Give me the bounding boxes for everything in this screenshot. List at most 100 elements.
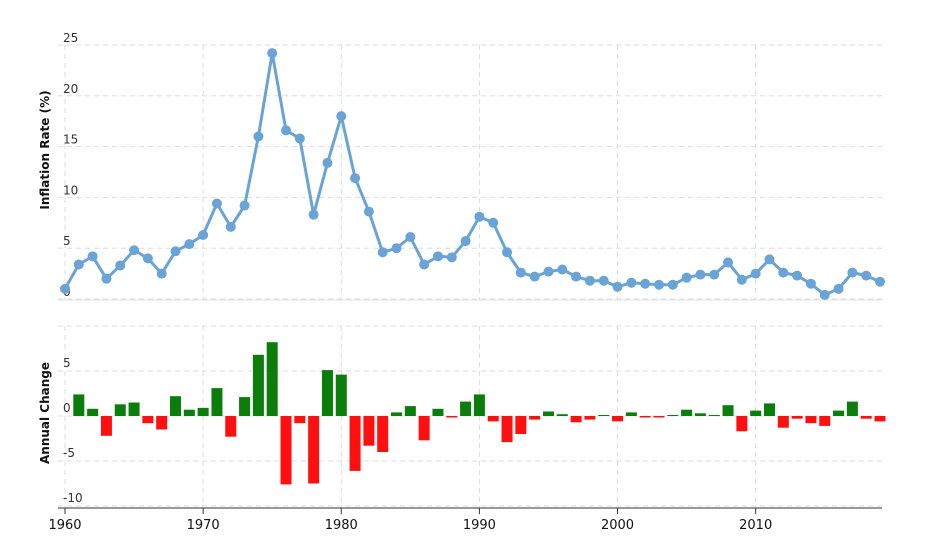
inflation-point <box>474 211 485 222</box>
annual-change-bar <box>225 416 237 437</box>
annual-change-bar <box>529 416 541 420</box>
x-tick-label: 1960 <box>48 518 81 533</box>
annual-change-bars <box>73 342 886 485</box>
annual-change-bar <box>722 405 734 416</box>
annual-change-bar <box>653 416 665 418</box>
inflation-point <box>432 251 443 262</box>
annual-change-bar <box>391 412 403 416</box>
inflation-point <box>156 268 167 279</box>
inflation-point <box>640 278 651 289</box>
inflation-point <box>543 266 554 277</box>
annual-change-bar <box>819 416 831 426</box>
annual-change-bar <box>860 416 872 419</box>
inflation-point <box>819 289 830 300</box>
annual-change-bar <box>501 416 513 443</box>
inflation-point <box>115 260 126 271</box>
inflation-point <box>87 251 98 262</box>
inflation-point <box>336 111 347 122</box>
annual-change-bar <box>694 413 706 416</box>
annual-change-bar <box>432 408 444 416</box>
x-tick-label: 1980 <box>325 518 358 533</box>
annual-change-bar <box>708 415 720 416</box>
annual-change-bar <box>612 416 624 422</box>
top-y-axis-title: Inflation Rate (%) <box>38 90 52 209</box>
inflation-point <box>322 157 333 168</box>
inflation-point <box>833 283 844 294</box>
inflation-point <box>391 243 402 254</box>
inflation-point <box>695 269 706 280</box>
annual-change-bar <box>777 416 789 428</box>
bottom-y-tick-label: -5 <box>63 446 75 460</box>
inflation-point <box>460 236 471 247</box>
inflation-point <box>350 173 361 184</box>
annual-change-bar <box>556 414 568 416</box>
bottom-y-tick-label: -10 <box>63 491 83 505</box>
inflation-point <box>184 239 195 250</box>
inflation-point <box>723 257 734 268</box>
inflation-point <box>571 271 582 282</box>
annual-change-bar <box>87 408 99 416</box>
inflation-point <box>446 252 457 263</box>
annual-change-bar <box>114 404 126 416</box>
inflation-point <box>419 259 430 270</box>
annual-change-bar <box>681 409 693 416</box>
bottom-panel-grid <box>58 325 882 507</box>
bottom-y-axis-title: Annual Change <box>38 362 52 464</box>
inflation-point <box>281 125 292 136</box>
inflation-point <box>598 275 609 286</box>
inflation-point <box>142 253 153 264</box>
inflation-point <box>101 273 112 284</box>
annual-change-bar <box>211 388 223 416</box>
inflation-point <box>225 221 236 232</box>
top-y-tick-label: 10 <box>63 183 78 197</box>
x-tick-label: 1990 <box>463 518 496 533</box>
annual-change-bar <box>833 410 845 416</box>
inflation-point <box>239 200 250 211</box>
annual-change-bar <box>570 416 582 423</box>
annual-change-bar <box>252 354 264 416</box>
bottom-y-tick-label: 0 <box>63 401 71 415</box>
inflation-point <box>736 274 747 285</box>
annual-change-bar <box>460 401 472 416</box>
annual-change-bar <box>363 416 375 446</box>
inflation-point <box>626 277 637 288</box>
inflation-point <box>294 133 305 144</box>
inflation-point <box>612 281 623 292</box>
annual-change-bar <box>736 416 748 432</box>
inflation-point <box>750 268 761 279</box>
inflation-point <box>170 246 181 257</box>
inflation-point <box>847 267 858 278</box>
annual-change-bar <box>515 416 527 434</box>
annual-change-bar <box>763 403 775 416</box>
inflation-point <box>405 232 416 243</box>
annual-change-bar <box>377 416 389 452</box>
annual-change-bar <box>170 396 182 416</box>
x-tick-label: 2000 <box>601 518 634 533</box>
inflation-point <box>667 279 678 290</box>
inflation-point <box>709 269 720 280</box>
inflation-point <box>377 247 388 258</box>
inflation-point <box>529 271 540 282</box>
inflation-point <box>778 267 789 278</box>
annual-change-bar <box>418 416 430 441</box>
x-axis: 1960 1970 1980 1990 2000 2010 <box>48 507 882 533</box>
annual-change-bar <box>308 416 320 484</box>
inflation-point <box>60 283 70 294</box>
inflation-point <box>515 267 526 278</box>
annual-change-bar <box>639 416 651 418</box>
inflation-point <box>584 275 595 286</box>
x-tick-label: 2010 <box>739 518 772 533</box>
inflation-point <box>211 198 222 209</box>
annual-change-bar <box>280 416 292 485</box>
inflation-point <box>488 217 499 228</box>
annual-change-bar <box>128 402 140 416</box>
annual-change-bar <box>542 411 554 416</box>
inflation-point <box>363 206 374 217</box>
annual-change-bar <box>625 412 637 416</box>
annual-change-bar <box>750 410 762 416</box>
annual-change-bar <box>321 370 333 416</box>
annual-change-bar <box>487 416 499 422</box>
bottom-panel-y-ticks: -10 -5 0 5 <box>63 356 83 505</box>
annual-change-bar <box>404 406 416 416</box>
